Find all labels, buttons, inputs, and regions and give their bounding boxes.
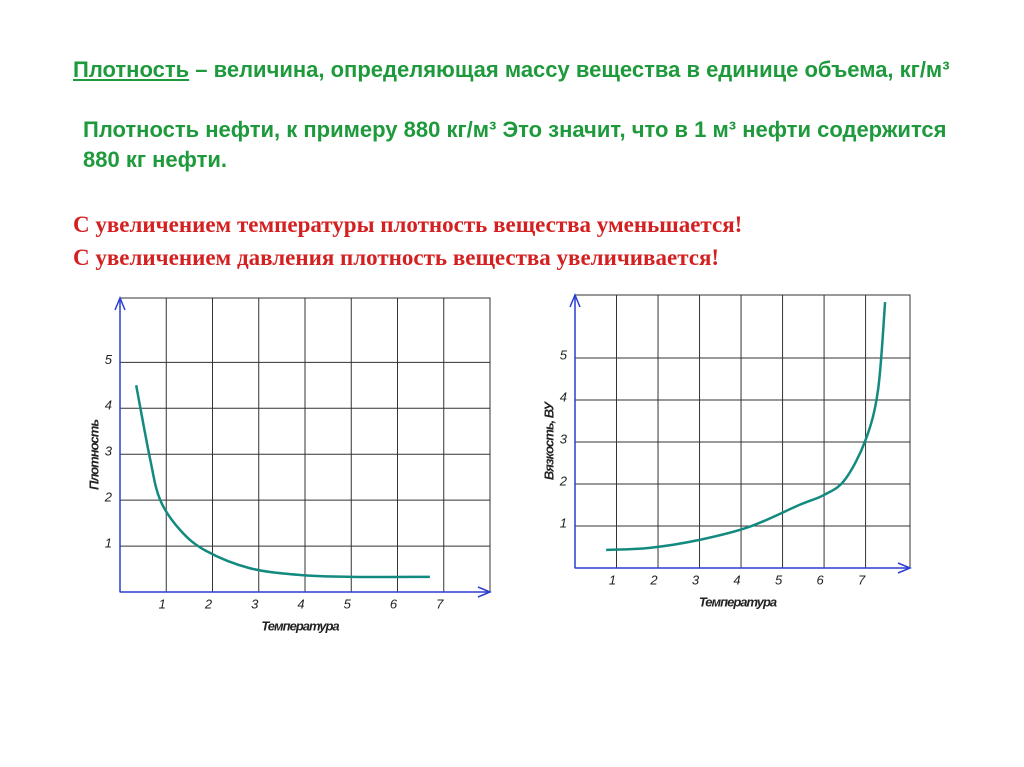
axis-arrow xyxy=(477,586,492,598)
y-tick-label: 4 xyxy=(560,389,567,404)
plot-frame xyxy=(574,294,911,569)
curve xyxy=(606,302,887,552)
example: Плотность нефти, к примеру 880 кг/м³ Это… xyxy=(83,117,947,172)
y-tick-label: 5 xyxy=(105,352,113,367)
rule: С увеличением температуры плотность веще… xyxy=(73,212,743,237)
y-tick-label: 3 xyxy=(105,444,113,459)
axis-arrow xyxy=(569,293,581,308)
definition: – величина, определяющая массу вещества … xyxy=(189,57,950,82)
x-axis-title: Температура xyxy=(261,618,339,633)
y-tick-label: 4 xyxy=(105,398,112,413)
y-tick-label: 1 xyxy=(560,515,567,530)
axis-arrow xyxy=(114,296,126,311)
x-tick-label: 3 xyxy=(692,572,700,587)
y-tick-label: 5 xyxy=(560,347,568,362)
x-tick-label: 4 xyxy=(733,572,740,587)
term: Плотность xyxy=(73,57,190,82)
x-tick-label: 7 xyxy=(436,596,444,611)
x-tick-label: 1 xyxy=(609,572,616,587)
y-axis-title: Плотность xyxy=(86,420,101,490)
x-tick-label: 5 xyxy=(344,596,352,611)
x-tick-label: 5 xyxy=(775,572,783,587)
x-tick-label: 2 xyxy=(649,572,658,587)
curve xyxy=(134,385,430,579)
x-tick-label: 1 xyxy=(159,596,166,611)
x-tick-label: 6 xyxy=(390,596,398,611)
x-tick-label: 4 xyxy=(297,596,304,611)
axis-arrow xyxy=(897,562,912,574)
y-tick-label: 3 xyxy=(560,431,568,446)
x-tick-label: 2 xyxy=(204,596,213,611)
y-tick-label: 2 xyxy=(559,473,568,488)
x-tick-label: 7 xyxy=(858,572,866,587)
y-tick-label: 1 xyxy=(105,536,112,551)
x-tick-label: 6 xyxy=(816,572,824,587)
x-axis-title: Температура xyxy=(699,594,777,609)
rule: С увеличением давления плотность веществ… xyxy=(73,245,720,270)
y-axis-title: Вязкость, ВУ xyxy=(541,401,556,481)
definition-paragraph: Плотность – величина, определяющая массу… xyxy=(73,55,953,85)
x-tick-label: 3 xyxy=(251,596,259,611)
y-tick-label: 2 xyxy=(104,490,113,505)
